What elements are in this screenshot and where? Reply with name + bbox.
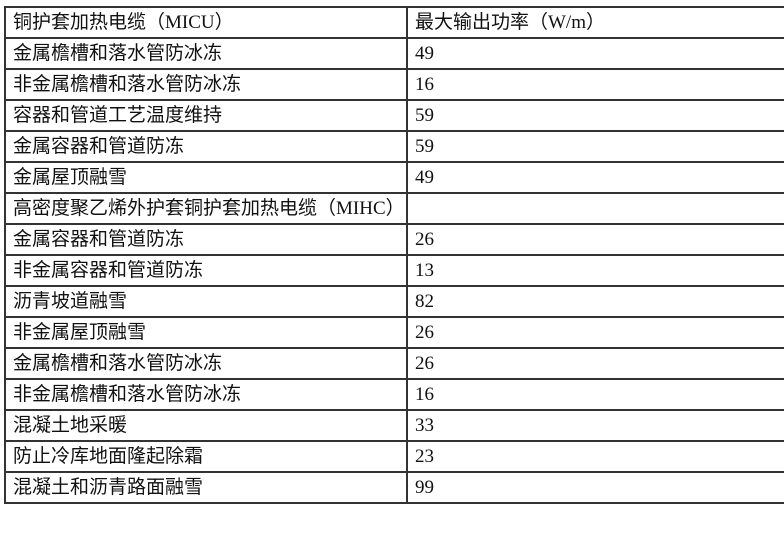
table-row: 混凝土和沥青路面融雪 99 bbox=[4, 471, 784, 504]
cell-application: 非金属檐槽和落水管防冰冻 bbox=[4, 378, 408, 411]
cell-power: 23 bbox=[406, 440, 784, 473]
table-section-row: 高密度聚乙烯外护套铜护套加热电缆（MIHC） bbox=[4, 192, 784, 225]
cell-power: 59 bbox=[406, 99, 784, 132]
cell-power: 26 bbox=[406, 223, 784, 256]
table-row: 金属容器和管道防冻 59 bbox=[4, 130, 784, 163]
cell-power: 16 bbox=[406, 378, 784, 411]
cell-power: 59 bbox=[406, 130, 784, 163]
table-header-row: 铜护套加热电缆（MICU） 最大输出功率（W/m） bbox=[4, 6, 784, 39]
table-row: 金属檐槽和落水管防冰冻 26 bbox=[4, 347, 784, 380]
table-row: 金属容器和管道防冻 26 bbox=[4, 223, 784, 256]
cell-section-label: 高密度聚乙烯外护套铜护套加热电缆（MIHC） bbox=[4, 192, 408, 225]
cell-application: 防止冷库地面隆起除霜 bbox=[4, 440, 408, 473]
cell-application: 非金属容器和管道防冻 bbox=[4, 254, 408, 287]
cell-application: 混凝土和沥青路面融雪 bbox=[4, 471, 408, 504]
header-cell-cable-type: 铜护套加热电缆（MICU） bbox=[4, 6, 408, 39]
table-row: 金属屋顶融雪 49 bbox=[4, 161, 784, 194]
cell-application: 金属屋顶融雪 bbox=[4, 161, 408, 194]
table-row: 混凝土地采暖 33 bbox=[4, 409, 784, 442]
cell-application: 沥青坡道融雪 bbox=[4, 285, 408, 318]
table-row: 沥青坡道融雪 82 bbox=[4, 285, 784, 318]
table-row: 容器和管道工艺温度维持 59 bbox=[4, 99, 784, 132]
cell-power: 16 bbox=[406, 68, 784, 101]
table-row: 非金属容器和管道防冻 13 bbox=[4, 254, 784, 287]
cell-power: 99 bbox=[406, 471, 784, 504]
cell-power: 33 bbox=[406, 409, 784, 442]
cell-application: 混凝土地采暖 bbox=[4, 409, 408, 442]
heating-cable-power-table: 铜护套加热电缆（MICU） 最大输出功率（W/m） 金属檐槽和落水管防冰冻 49… bbox=[4, 6, 784, 504]
table-row: 非金属檐槽和落水管防冰冻 16 bbox=[4, 68, 784, 101]
table-row: 防止冷库地面隆起除霜 23 bbox=[4, 440, 784, 473]
cell-power: 82 bbox=[406, 285, 784, 318]
cell-application: 金属容器和管道防冻 bbox=[4, 223, 408, 256]
cell-power: 49 bbox=[406, 161, 784, 194]
header-cell-max-power: 最大输出功率（W/m） bbox=[406, 6, 784, 39]
cell-power: 13 bbox=[406, 254, 784, 287]
table-row: 非金属屋顶融雪 26 bbox=[4, 316, 784, 349]
cell-power: 26 bbox=[406, 347, 784, 380]
cell-application: 金属檐槽和落水管防冰冻 bbox=[4, 37, 408, 70]
table-row: 金属檐槽和落水管防冰冻 49 bbox=[4, 37, 784, 70]
cell-power: 26 bbox=[406, 316, 784, 349]
cell-application: 非金属檐槽和落水管防冰冻 bbox=[4, 68, 408, 101]
cell-power: 49 bbox=[406, 37, 784, 70]
cell-application: 金属容器和管道防冻 bbox=[4, 130, 408, 163]
table-row: 非金属檐槽和落水管防冰冻 16 bbox=[4, 378, 784, 411]
cell-application: 金属檐槽和落水管防冰冻 bbox=[4, 347, 408, 380]
cell-application: 非金属屋顶融雪 bbox=[4, 316, 408, 349]
cell-power-empty bbox=[406, 192, 784, 225]
cell-application: 容器和管道工艺温度维持 bbox=[4, 99, 408, 132]
